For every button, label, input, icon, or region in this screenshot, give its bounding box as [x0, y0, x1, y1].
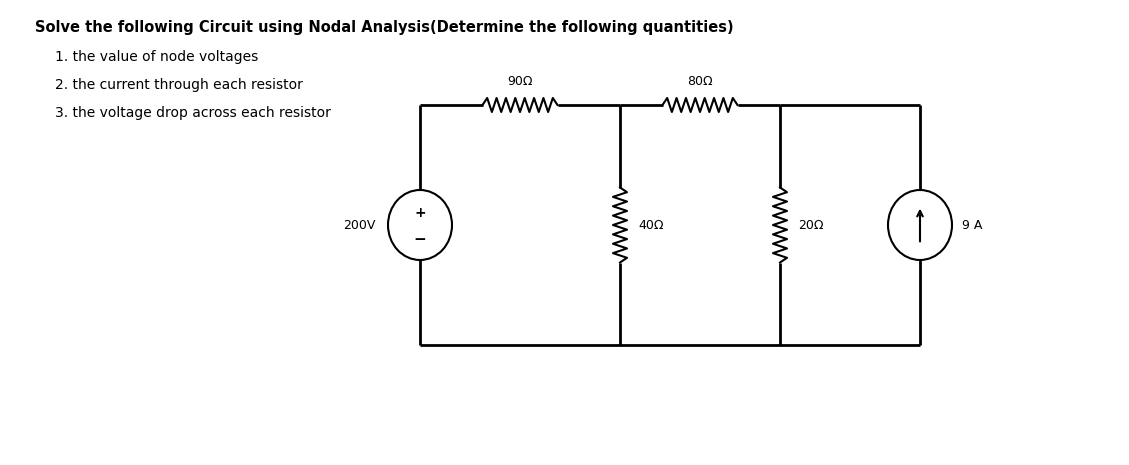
- Text: 1. the value of node voltages: 1. the value of node voltages: [55, 50, 259, 64]
- Text: 2. the current through each resistor: 2. the current through each resistor: [55, 78, 303, 92]
- Text: 3. the voltage drop across each resistor: 3. the voltage drop across each resistor: [55, 106, 331, 120]
- Text: −: −: [413, 232, 427, 247]
- Text: 9 A: 9 A: [962, 219, 982, 232]
- Text: 20Ω: 20Ω: [798, 219, 823, 232]
- Text: Solve the following Circuit using Nodal Analysis(Determine the following quantit: Solve the following Circuit using Nodal …: [35, 20, 734, 35]
- Text: 80Ω: 80Ω: [688, 75, 712, 88]
- Text: 40Ω: 40Ω: [638, 219, 664, 232]
- Text: +: +: [414, 206, 426, 220]
- Text: 90Ω: 90Ω: [507, 75, 533, 88]
- Text: 200V: 200V: [343, 219, 376, 232]
